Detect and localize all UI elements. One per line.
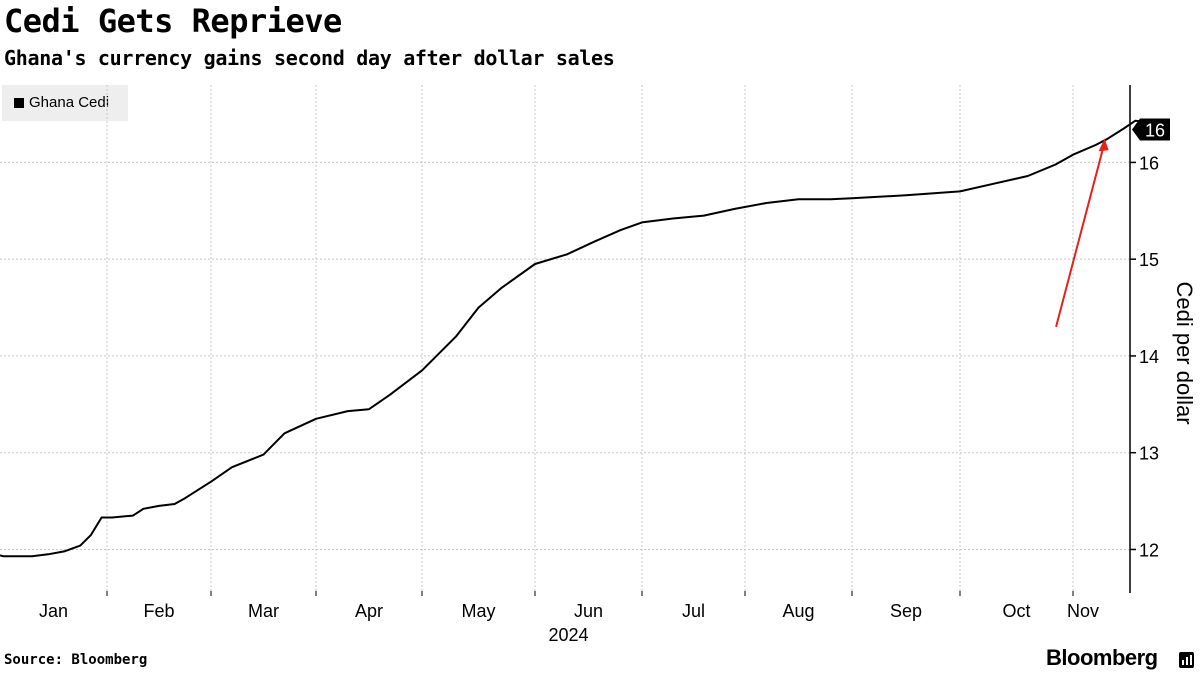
y-tick-label: 12: [1139, 540, 1159, 560]
x-tick-label: May: [461, 601, 495, 621]
last-value-badge: [1132, 118, 1170, 141]
chart-subtitle: Ghana's currency gains second day after …: [4, 46, 615, 70]
x-year-label: 2024: [548, 625, 588, 645]
annotation-arrow-shaft: [1055, 141, 1106, 328]
x-tick-label: Feb: [143, 601, 174, 621]
x-tick-label: Apr: [355, 601, 383, 621]
x-tick-label: Jun: [574, 601, 603, 621]
y-tick-label: 14: [1139, 347, 1159, 367]
x-tick-label: Jul: [682, 601, 705, 621]
legend-swatch: [14, 98, 24, 108]
series-line-ghana-cedi: [0, 119, 1159, 558]
y-tick-label: 13: [1139, 444, 1159, 464]
y-tick-label: 16: [1139, 153, 1159, 173]
chart-title: Cedi Gets Reprieve: [4, 2, 342, 40]
bloomberg-terminal-icon: [1179, 652, 1194, 668]
last-value-label: 16: [1145, 121, 1165, 141]
x-tick-label: Sep: [890, 601, 922, 621]
annotation-arrow-head: [1098, 138, 1109, 152]
x-tick-label: Nov: [1067, 601, 1099, 621]
x-tick-label: Jan: [39, 601, 68, 621]
x-tick-label: Aug: [782, 601, 814, 621]
legend-label: Ghana Cedi: [29, 94, 110, 111]
source-label: Source: Bloomberg: [4, 652, 148, 668]
bloomberg-logo: Bloomberg: [1046, 645, 1158, 670]
y-tick-label: 15: [1139, 250, 1159, 270]
y-axis-title: Cedi per dollar: [1172, 281, 1197, 424]
x-tick-label: Mar: [248, 601, 279, 621]
x-tick-label: Oct: [1002, 601, 1030, 621]
